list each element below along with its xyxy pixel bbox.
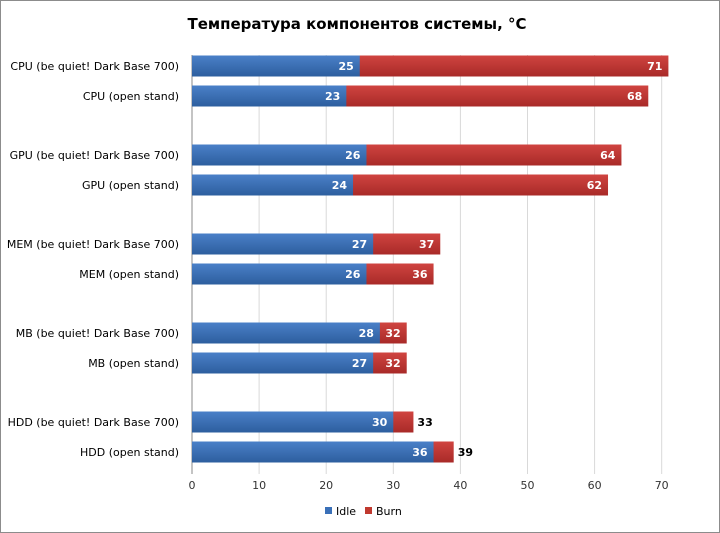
chart-title: Температура компонентов системы, °C [187,15,526,33]
bar-idle [192,352,374,374]
idle-data-label: 24 [332,179,348,192]
burn-data-label: 33 [417,416,432,429]
burn-data-label: 71 [647,60,662,73]
bar-idle [192,144,367,166]
burn-data-label: 37 [419,238,434,251]
x-tick-label: 30 [386,479,400,492]
idle-data-label: 27 [352,357,367,370]
burn-data-label: 39 [458,446,473,459]
bar-idle [192,411,394,433]
legend-swatch-idle [325,507,332,514]
x-tick-label: 60 [588,479,602,492]
burn-data-label: 36 [412,268,428,281]
category-label: MB (open stand) [88,357,179,370]
burn-data-label: 32 [385,327,400,340]
x-tick-label: 0 [189,479,196,492]
category-label: GPU (open stand) [82,179,179,192]
bar-idle [192,441,434,463]
category-label: MB (be quiet! Dark Base 700) [16,327,179,340]
idle-data-label: 30 [372,416,388,429]
bar-idle [192,55,360,77]
idle-data-label: 26 [345,149,361,162]
bar-idle [192,233,374,255]
legend-label-burn: Burn [376,505,402,518]
legend-label-idle: Idle [336,505,356,518]
burn-data-label: 64 [600,149,616,162]
x-tick-label: 70 [655,479,669,492]
category-label: CPU (be quiet! Dark Base 700) [10,60,179,73]
x-tick-label: 40 [453,479,467,492]
category-label: HDD (be quiet! Dark Base 700) [8,416,179,429]
bar-idle [192,174,354,196]
legend-swatch-burn [365,507,372,514]
category-label: MEM (be quiet! Dark Base 700) [7,238,179,251]
idle-data-label: 28 [359,327,374,340]
x-tick-label: 50 [521,479,535,492]
category-label: MEM (open stand) [79,268,179,281]
category-label: HDD (open stand) [80,446,179,459]
bar-idle [192,263,367,285]
category-label: GPU (be quiet! Dark Base 700) [10,149,179,162]
idle-data-label: 23 [325,90,340,103]
burn-data-label: 68 [627,90,642,103]
idle-data-label: 26 [345,268,361,281]
bar-idle [192,322,380,344]
idle-data-label: 25 [338,60,353,73]
burn-data-label: 32 [385,357,400,370]
category-label: CPU (open stand) [83,90,179,103]
burn-data-label: 62 [587,179,602,192]
bar-idle [192,85,347,107]
x-tick-label: 20 [319,479,333,492]
idle-data-label: 27 [352,238,367,251]
idle-data-label: 36 [412,446,428,459]
x-tick-label: 10 [252,479,266,492]
